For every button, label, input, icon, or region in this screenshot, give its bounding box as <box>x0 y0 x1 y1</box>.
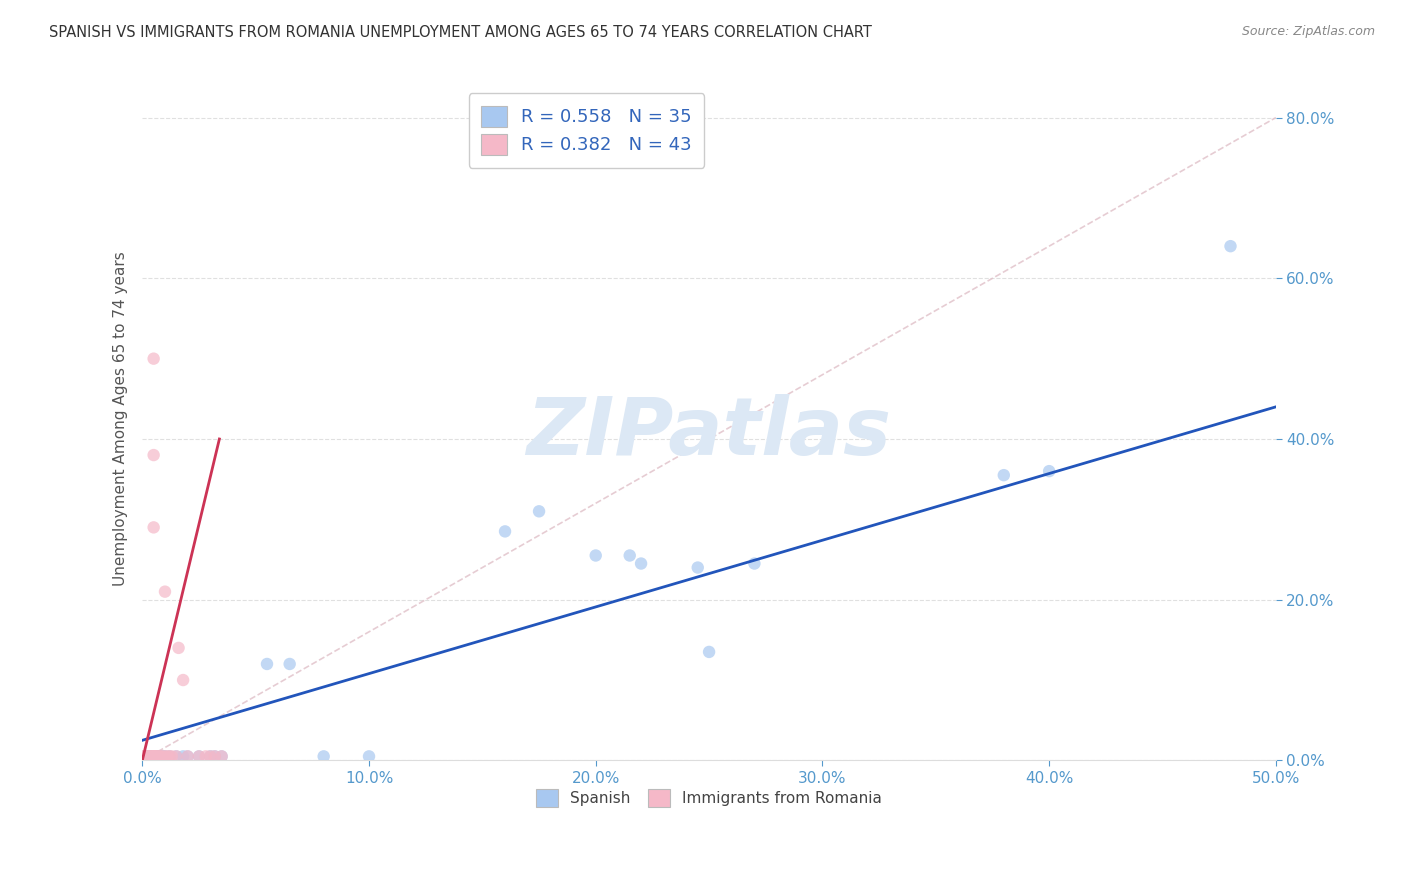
Text: Source: ZipAtlas.com: Source: ZipAtlas.com <box>1241 25 1375 38</box>
Point <box>204 749 226 764</box>
Point <box>148 749 170 764</box>
Point <box>142 749 165 764</box>
Point <box>159 749 181 764</box>
Point <box>142 749 165 764</box>
Point <box>149 749 172 764</box>
Legend: Spanish, Immigrants from Romania: Spanish, Immigrants from Romania <box>529 781 890 814</box>
Text: ZIPatlas: ZIPatlas <box>527 393 891 472</box>
Point <box>142 520 165 534</box>
Point <box>142 448 165 462</box>
Point <box>165 749 187 764</box>
Point <box>135 749 157 764</box>
Point <box>200 749 222 764</box>
Point <box>153 749 176 764</box>
Point <box>1038 464 1060 478</box>
Point <box>134 749 156 764</box>
Point <box>167 640 190 655</box>
Point <box>145 749 167 764</box>
Point <box>153 584 176 599</box>
Point <box>141 749 163 764</box>
Point <box>159 749 181 764</box>
Text: SPANISH VS IMMIGRANTS FROM ROMANIA UNEMPLOYMENT AMONG AGES 65 TO 74 YEARS CORREL: SPANISH VS IMMIGRANTS FROM ROMANIA UNEMP… <box>49 25 872 40</box>
Point <box>141 749 163 764</box>
Point <box>148 749 170 764</box>
Point <box>188 749 211 764</box>
Point <box>585 549 607 563</box>
Point <box>135 749 157 764</box>
Point <box>494 524 516 539</box>
Point <box>697 645 720 659</box>
Point <box>142 351 165 366</box>
Point <box>211 749 233 764</box>
Point <box>152 749 174 764</box>
Point <box>176 749 198 764</box>
Point <box>188 749 211 764</box>
Point <box>527 504 550 518</box>
Point <box>142 749 165 764</box>
Point <box>134 749 156 764</box>
Point <box>1219 239 1241 253</box>
Point <box>619 549 641 563</box>
Point <box>153 749 176 764</box>
Point <box>152 749 174 764</box>
Point <box>145 749 167 764</box>
Point <box>278 657 301 671</box>
Point <box>172 749 194 764</box>
Point <box>134 749 156 764</box>
Y-axis label: Unemployment Among Ages 65 to 74 years: Unemployment Among Ages 65 to 74 years <box>114 252 128 586</box>
Point <box>138 749 160 764</box>
Point <box>256 657 278 671</box>
Point <box>630 557 652 571</box>
Point <box>141 749 163 764</box>
Point <box>138 749 160 764</box>
Point <box>194 749 217 764</box>
Point <box>142 749 165 764</box>
Point <box>138 749 160 764</box>
Point <box>204 749 226 764</box>
Point <box>142 749 165 764</box>
Point <box>142 749 165 764</box>
Point <box>176 749 198 764</box>
Point <box>686 560 709 574</box>
Point <box>357 749 380 764</box>
Point <box>156 749 179 764</box>
Point <box>211 749 233 764</box>
Point <box>134 749 156 764</box>
Point <box>200 749 222 764</box>
Point <box>149 749 172 764</box>
Point <box>165 749 187 764</box>
Point <box>149 749 172 764</box>
Point <box>142 749 165 764</box>
Point <box>148 749 170 764</box>
Point <box>993 468 1015 483</box>
Point <box>142 749 165 764</box>
Point <box>145 749 167 764</box>
Point <box>312 749 335 764</box>
Point <box>138 749 160 764</box>
Point <box>160 749 183 764</box>
Point <box>172 673 194 687</box>
Point <box>744 557 766 571</box>
Point <box>135 749 157 764</box>
Point <box>142 749 165 764</box>
Point <box>142 749 165 764</box>
